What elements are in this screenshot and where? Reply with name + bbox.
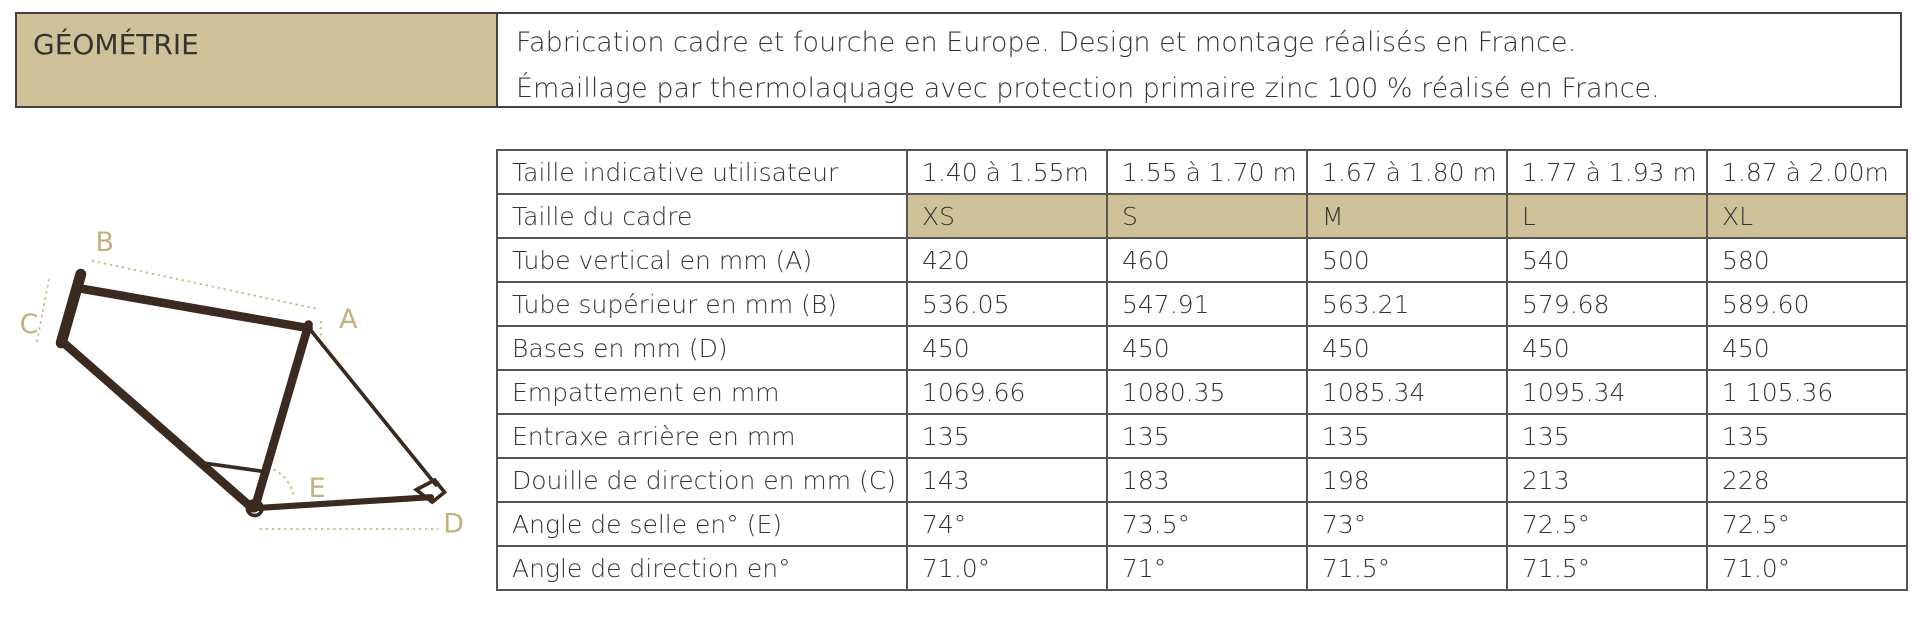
diagram-label: D: [443, 509, 464, 540]
table-cell: 1.55 à 1.70 m: [1106, 149, 1308, 195]
table-cell: 228: [1706, 457, 1908, 503]
table-cell: 450: [1306, 325, 1508, 371]
table-cell: 1085.34: [1306, 369, 1508, 415]
table-cell: 1080.35: [1106, 369, 1308, 415]
row-label: Entraxe arrière en mm: [496, 413, 908, 459]
table-cell: 72.5°: [1506, 501, 1708, 547]
table-cell: 213: [1506, 457, 1708, 503]
table-cell: 71.0°: [1706, 545, 1908, 591]
table-cell: 1095.34: [1506, 369, 1708, 415]
header-line: Émaillage par thermolaquage avec protect…: [516, 73, 1660, 104]
table-cell: 1.77 à 1.93 m: [1506, 149, 1708, 195]
table-cell: 72.5°: [1706, 501, 1908, 547]
table-row: Angle de direction en° 71.0° 71° 71.5° 71.5°…: [496, 545, 1908, 591]
table-cell: 1 105.36: [1706, 369, 1908, 415]
table-cell: 580: [1706, 237, 1908, 283]
table-row: Empattement en mm 1069.66 1080.35 1085.34 10…: [496, 369, 1908, 415]
table-cell: 1.67 à 1.80 m: [1306, 149, 1508, 195]
table-cell: 71.0°: [906, 545, 1108, 591]
table-cell: 450: [1706, 325, 1908, 371]
table-cell: 71.5°: [1306, 545, 1508, 591]
diagram-label: C: [20, 309, 39, 340]
bike-diagram: B C A E D: [20, 227, 464, 540]
row-label: Tube supérieur en mm (B): [496, 281, 908, 327]
table-cell: 198: [1306, 457, 1508, 503]
table-cell: 450: [906, 325, 1108, 371]
table-cell: 135: [1506, 413, 1708, 459]
table-row: Tube supérieur en mm (B) 536.05 547.91 563.…: [496, 281, 1908, 327]
diagram-label: A: [339, 304, 358, 335]
table-cell: 536.05: [906, 281, 1108, 327]
header-text: Fabrication cadre et fourche en Europe. …: [498, 14, 1660, 106]
row-label: Taille indicative utilisateur: [496, 149, 908, 195]
row-label: Bases en mm (D): [496, 325, 908, 371]
table-cell: 540: [1506, 237, 1708, 283]
table-cell: L: [1506, 193, 1708, 239]
table-cell: 1.87 à 2.00m: [1706, 149, 1908, 195]
table-cell: 135: [1706, 413, 1908, 459]
table-cell: 420: [906, 237, 1108, 283]
table-cell: 589.60: [1706, 281, 1908, 327]
table-row: Entraxe arrière en mm 135 135 135 135 135: [496, 413, 1908, 459]
table-cell: S: [1106, 193, 1308, 239]
table-cell: 183: [1106, 457, 1308, 503]
table-cell: 135: [1306, 413, 1508, 459]
table-cell: 563.21: [1306, 281, 1508, 327]
table-cell: 135: [1106, 413, 1308, 459]
header: GÉOMÉTRIE Fabrication cadre et fourche e…: [15, 12, 1902, 108]
table-row: Douille de direction en mm (C) 143 183 198 2…: [496, 457, 1908, 503]
row-label: Angle de direction en°: [496, 545, 908, 591]
table-cell: 73°: [1306, 501, 1508, 547]
row-label: Taille du cadre: [496, 193, 908, 239]
table-cell: M: [1306, 193, 1508, 239]
table-cell: XS: [906, 193, 1108, 239]
table-row: Taille indicative utilisateur 1.40 à 1.55…: [496, 149, 1908, 195]
table-cell: 73.5°: [1106, 501, 1308, 547]
table-cell: 579.68: [1506, 281, 1708, 327]
table-row: Bases en mm (D) 450 450 450 450 450: [496, 325, 1908, 371]
table-cell: 74°: [906, 501, 1108, 547]
row-label: Empattement en mm: [496, 369, 908, 415]
table-cell: 71°: [1106, 545, 1308, 591]
table-cell: 135: [906, 413, 1108, 459]
table-row: Angle de selle en° (E) 74° 73.5° 73° 72.5° 72…: [496, 501, 1908, 547]
table-cell: 1069.66: [906, 369, 1108, 415]
table-cell: 500: [1306, 237, 1508, 283]
row-label: Douille de direction en mm (C): [496, 457, 908, 503]
table-cell: 1.40 à 1.55m: [906, 149, 1108, 195]
table-cell: 71.5°: [1506, 545, 1708, 591]
geometry-table: Taille indicative utilisateur 1.40 à 1.55…: [496, 149, 1908, 591]
row-label: Tube vertical en mm (A): [496, 237, 908, 283]
header-line: Fabrication cadre et fourche en Europe. …: [516, 27, 1577, 58]
table-cell: 450: [1506, 325, 1708, 371]
table-cell: 143: [906, 457, 1108, 503]
diagram-label: E: [309, 473, 326, 504]
header-title: GÉOMÉTRIE: [17, 14, 498, 106]
diagram-label: B: [96, 227, 114, 258]
table-row: Taille du cadre XS S M L XL: [496, 193, 1908, 239]
table-row: Tube vertical en mm (A) 420 460 500 540 580: [496, 237, 1908, 283]
row-label: Angle de selle en° (E): [496, 501, 908, 547]
table-cell: 547.91: [1106, 281, 1308, 327]
table-cell: 450: [1106, 325, 1308, 371]
table-cell: 460: [1106, 237, 1308, 283]
table-cell: XL: [1706, 193, 1908, 239]
